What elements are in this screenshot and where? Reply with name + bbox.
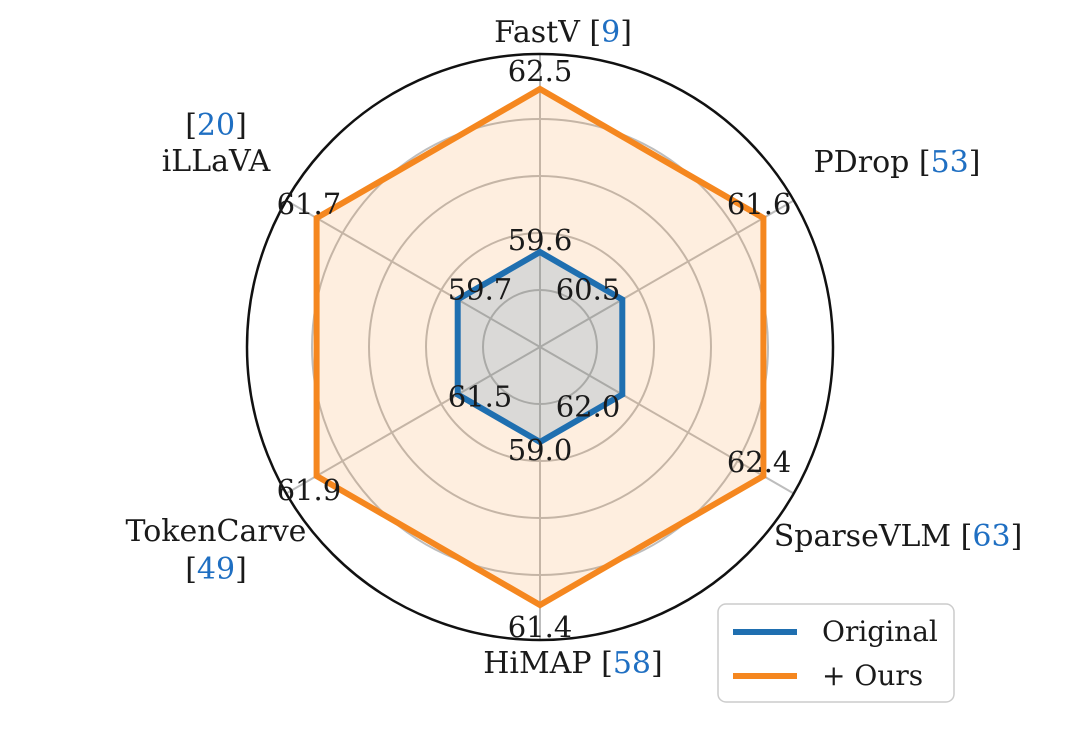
axis-ref-illava: [20] — [185, 108, 247, 143]
axis-label-pdrop: PDrop [53] — [814, 145, 981, 180]
axis-ref-num-tokencarve: 49 — [197, 552, 235, 587]
legend-label-ours: + Ours — [822, 659, 923, 692]
axis-name-illava: iLLaVA — [162, 144, 271, 179]
axis-labels: FastV [9]PDrop [53]SparseVLM [63]HiMAP [… — [126, 15, 1023, 681]
value-labels: 59.6 60.5 62.0 59.0 61.5 59.7 62.5 61.6 62.4 61.4… — [277, 54, 792, 644]
axis-name-himap: HiMAP [ — [483, 646, 613, 681]
legend-label-original: Original — [822, 615, 938, 648]
axis-label-himap: HiMAP [58] — [483, 646, 662, 681]
axis-name-fastv: FastV [ — [494, 15, 601, 50]
axis-ref-close-tokencarve: ] — [235, 552, 247, 587]
series-fill-ours — [316, 89, 764, 605]
value-label-ours-5: 61.9 — [277, 473, 342, 507]
axis-name-sparsevlm: SparseVLM [ — [774, 519, 973, 554]
value-label-ours-2: 61.6 — [727, 187, 792, 221]
value-label-ours-1: 62.5 — [508, 54, 573, 88]
grid-spoke-3 — [539, 346, 795, 495]
axis-name-tokencarve: TokenCarve — [126, 514, 307, 549]
grid-spoke-6 — [285, 199, 541, 348]
series-fill-original — [457, 252, 623, 442]
value-label-original-2: 60.5 — [556, 273, 621, 307]
axis-label-sparsevlm: SparseVLM [63] — [774, 519, 1023, 554]
value-label-original-1: 59.6 — [508, 223, 573, 257]
radar-grid — [245, 52, 835, 642]
outer-ring — [245, 52, 835, 642]
axis-ref-tokencarve: [49] — [185, 552, 247, 587]
series-line-ours — [313, 85, 767, 609]
value-label-original-4: 59.0 — [508, 433, 573, 467]
value-label-original-6: 59.7 — [448, 273, 513, 307]
axis-label-fastv: FastV [9] — [494, 15, 632, 50]
series-line-original — [454, 248, 626, 446]
axis-ref-close-pdrop: ] — [969, 145, 981, 180]
axis-ref-sparsevlm: 63 — [972, 519, 1010, 554]
axis-ref-close-himap: ] — [651, 646, 663, 681]
axis-ref-close-sparsevlm: ] — [1011, 519, 1023, 554]
axis-ref-open-illava: [ — [185, 108, 197, 143]
value-label-ours-3: 62.4 — [727, 445, 792, 479]
axis-ref-close-illava: ] — [235, 108, 247, 143]
axis-ref-close-fastv: ] — [620, 15, 632, 50]
value-label-original-5: 61.5 — [448, 380, 513, 414]
axis-name-pdrop: PDrop [ — [814, 145, 931, 180]
grid-spoke-2 — [539, 199, 795, 348]
radar-series — [313, 85, 767, 609]
axis-ref-num-illava: 20 — [197, 108, 235, 143]
axis-ref-pdrop: 53 — [931, 145, 969, 180]
axis-ref-open-tokencarve: [ — [185, 552, 197, 587]
axis-ref-fastv: 9 — [601, 15, 620, 50]
legend: Original + Ours — [717, 603, 955, 703]
axis-ref-himap: 58 — [613, 646, 651, 681]
value-label-original-3: 62.0 — [556, 390, 621, 424]
value-label-ours-4: 61.4 — [508, 610, 573, 644]
grid-spoke-5 — [285, 346, 541, 495]
value-label-ours-6: 61.7 — [277, 187, 342, 221]
